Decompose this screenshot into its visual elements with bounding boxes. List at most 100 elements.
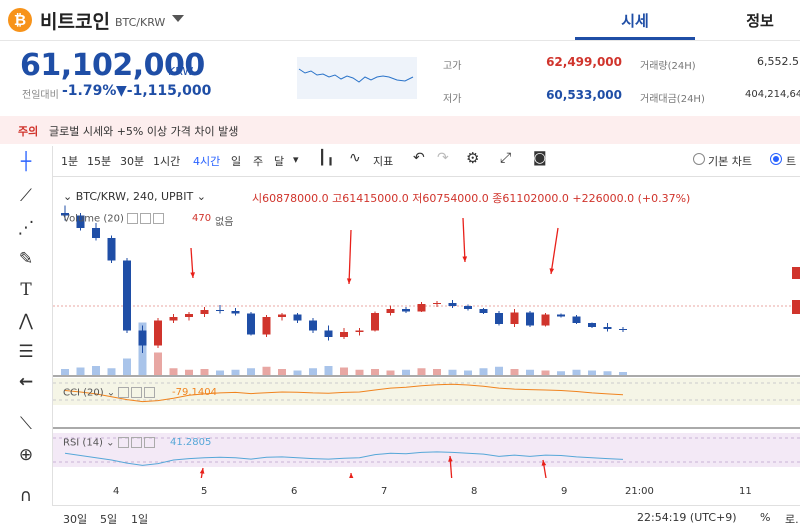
redo-icon[interactable]: ↷	[437, 150, 449, 166]
candle-body	[340, 332, 348, 337]
annotation-arrowhead	[549, 268, 555, 274]
interval-15m[interactable]: 15분	[87, 155, 112, 168]
symbol-legend[interactable]: ⌄ BTC/KRW, 240, UPBIT ⌄	[63, 190, 206, 203]
interval-4h[interactable]: 4시간	[193, 155, 221, 168]
fib-icon[interactable]: ☰	[18, 342, 34, 362]
warning-tag: 주의	[18, 125, 39, 138]
coin-header	[0, 0, 800, 41]
candle-body	[309, 320, 317, 331]
warning-bar	[0, 116, 800, 144]
indicator-button[interactable]: 지표	[373, 155, 394, 168]
interval-week[interactable]: 주	[253, 155, 264, 168]
volume-bar	[603, 371, 612, 375]
volume-bar	[448, 369, 457, 375]
interval-1m[interactable]: 1분	[61, 155, 79, 168]
mini-chart-line	[298, 68, 414, 83]
volume-legend[interactable]: Volume (20)	[63, 213, 166, 225]
volume-bar	[371, 369, 379, 375]
volume-bar	[386, 370, 395, 375]
volume-bar	[278, 369, 286, 375]
candle-body	[154, 320, 162, 346]
volume-bar	[557, 371, 565, 375]
pattern-icon[interactable]: ⋀	[19, 311, 33, 331]
interval-dropdown-icon[interactable]: ▾	[293, 153, 299, 166]
annotation-arrow	[550, 227, 559, 275]
back-arrow-icon[interactable]: ←	[18, 372, 34, 392]
ruler-icon[interactable]: ⟍	[20, 414, 32, 434]
time-tick: 7	[381, 486, 388, 497]
coin-dropdown-icon[interactable]	[172, 15, 184, 22]
candle-body	[386, 309, 395, 313]
brush-icon[interactable]: ✎	[18, 249, 34, 269]
rsi-legend[interactable]: RSI (14) ⌄	[63, 437, 157, 449]
time-tick: 6	[291, 486, 298, 497]
camera-icon[interactable]: ◙	[533, 150, 547, 166]
amount-24h-label: 거래대금(24H)	[640, 94, 705, 105]
chart-area[interactable]	[53, 178, 800, 478]
low-label: 저가	[443, 94, 462, 105]
fullscreen-icon[interactable]: ⤢	[500, 150, 512, 166]
interval-30m[interactable]: 30분	[120, 155, 145, 168]
rsi-pane-background	[53, 433, 800, 467]
settings-gear-icon[interactable]: ⚙	[466, 149, 480, 167]
volume-24h-value: 6,552.5	[757, 55, 799, 68]
annotation-arrow	[462, 217, 466, 263]
tab-price[interactable]: 시세	[621, 12, 649, 30]
price-chart[interactable]	[53, 178, 800, 478]
volume-bar	[340, 367, 348, 375]
rsi-value: 41.2805	[170, 437, 212, 448]
price-axis-marker	[792, 300, 800, 314]
range-1d[interactable]: 1일	[131, 513, 149, 526]
crosshair-icon[interactable]: ┼	[20, 152, 32, 172]
candle-body	[262, 317, 271, 335]
volume-bar	[247, 368, 255, 375]
volume-bar	[324, 366, 333, 375]
candle-body	[417, 304, 426, 312]
volume-label: Volume (20)	[63, 213, 124, 225]
ohlc-legend: 시60878000.0 고61415000.0 저60754000.0 종611…	[252, 192, 691, 205]
pitchfork-icon[interactable]: ⋰	[17, 218, 35, 238]
time-tick: 5	[201, 486, 208, 497]
candle-type-icon[interactable]: ┃╻	[318, 150, 335, 166]
change-amount: ▼-1,115,000	[116, 83, 212, 99]
magnet-icon[interactable]: ∩	[19, 486, 33, 506]
interval-1h[interactable]: 1시간	[153, 155, 181, 168]
text-tool-icon[interactable]: T	[20, 280, 32, 300]
range-30d[interactable]: 30일	[63, 513, 88, 526]
cci-legend[interactable]: CCI (20) ⌄	[63, 387, 157, 399]
zoom-icon[interactable]: ⊕	[18, 445, 34, 465]
trend-line-icon[interactable]: ⟋	[20, 186, 32, 206]
tv-chart-radio[interactable]	[770, 153, 782, 165]
tv-chart-label: 트	[786, 155, 797, 168]
interval-month[interactable]: 달	[274, 155, 285, 168]
candle-body	[247, 313, 255, 335]
annotation-arrowhead	[190, 272, 195, 278]
volume-bar	[92, 366, 100, 375]
candle-body	[588, 323, 596, 327]
volume-bar	[293, 370, 302, 375]
cci-value: -79.1404	[172, 387, 217, 398]
candle-body	[541, 314, 550, 326]
percent-toggle[interactable]: %	[760, 511, 771, 524]
undo-icon[interactable]: ↶	[413, 150, 425, 166]
volume-bar	[588, 370, 596, 375]
annotation-arrowhead	[349, 473, 354, 478]
log-toggle[interactable]: 로.	[785, 513, 799, 526]
cci-line	[64, 383, 624, 403]
interval-day[interactable]: 일	[231, 155, 242, 168]
candle-body	[464, 306, 472, 309]
volume-bar	[495, 366, 503, 375]
volume-bar	[262, 366, 271, 375]
volume-bar	[619, 372, 627, 375]
range-5d[interactable]: 5일	[100, 513, 118, 526]
tab-info[interactable]: 정보	[746, 12, 774, 30]
basic-chart-radio[interactable]	[693, 153, 705, 165]
candle-body	[371, 313, 379, 331]
high-value: 62,499,000	[546, 55, 622, 69]
volume-bar	[402, 369, 410, 375]
candle-body	[526, 312, 534, 326]
amount-24h-value: 404,214,644,3	[745, 89, 800, 100]
indicator-icon[interactable]: ∿	[349, 150, 361, 166]
mini-price-chart	[297, 57, 417, 99]
volume-bar	[510, 369, 519, 375]
